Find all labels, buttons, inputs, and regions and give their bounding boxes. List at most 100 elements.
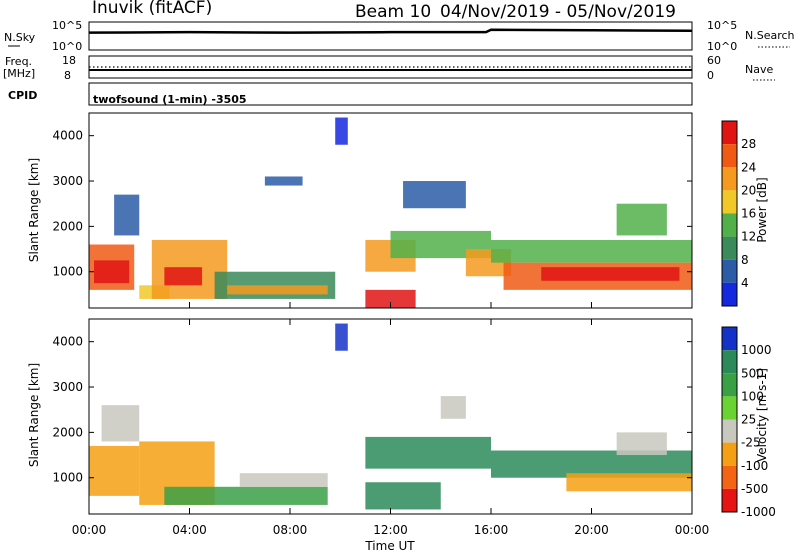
colorbar-tick-label: 24 [741,160,756,174]
scatter-region [89,445,140,496]
scatter-region [616,432,667,456]
scatter-region [239,473,328,487]
scatter-region [335,323,348,351]
scatter-region [264,176,303,186]
colorbar-frame [721,326,738,513]
scatter-region [566,473,692,492]
time-axis-label: Time UT [364,539,415,553]
nsearch-label: N.Search [745,29,795,42]
x-tick-label: 12:00 [373,523,408,537]
power-data-layer [89,117,692,308]
colorbar-tick-label: 500 [741,366,764,380]
scatter-region [164,486,328,505]
colorbar-tick-label: 1000 [741,343,772,357]
nsearch-tick-bottom: 10^0 [707,40,737,53]
cpid-panel: CPID twofsound (1-min) -3505 [8,82,693,106]
colorbar-swatch [722,488,737,512]
colorbar-swatch [722,121,737,145]
colorbar-tick-label: 4 [741,276,749,290]
scatter-region [616,203,667,236]
station-title: Inuvik (fitACF) [92,0,212,18]
power-ylabel: Slant Range [km] [27,158,41,262]
nave-tick-top: 60 [707,54,721,67]
colorbar-swatch [722,236,737,260]
colorbar-frame [721,120,738,307]
colorbar-swatch [722,350,737,374]
cpid-text: twofsound (1-min) -3505 [93,93,247,106]
velocity-colorbar: 1000 500 100 25 -25 -100 -500 -1000 [721,326,776,519]
scatter-region [101,405,140,442]
power-colorbar: 4 8 12 16 20 24 28 [721,120,756,307]
velocity-ylabel: Slant Range [km] [27,363,41,467]
scatter-region [365,289,416,308]
scatter-region [94,260,130,284]
y-tick-label: 2000 [52,425,83,439]
colorbar-swatch [722,282,737,306]
scatter-region [335,117,348,145]
nave-tick-bottom: 0 [707,69,714,82]
velocity-panel: 1000 2000 3000 4000 Slant Range [km] 1000 50… [27,318,776,519]
freq-panel: Freq. [MHz] 18 8 60 0 Nave [3,54,775,82]
velocity-y-axis: 1000 2000 3000 4000 [52,335,692,485]
colorbar-swatch [722,259,737,283]
freq-tick-top: 18 [62,54,76,67]
colorbar-swatch [722,419,737,443]
y-tick-label: 3000 [52,174,83,188]
velocity-data-layer [89,323,692,510]
colorbar-tick-label: -1000 [741,505,776,519]
beam-label: Beam 10 [355,2,431,22]
freq-unit-label: [MHz] [3,67,35,80]
colorbar-tick-label: 20 [741,183,756,197]
colorbar-swatch [722,167,737,191]
colorbar-swatch [722,327,737,351]
power-panel: 1000 2000 3000 4000 Slant Range [km] 4 8 12 16… [27,112,769,309]
x-tick-label: 04:00 [172,523,207,537]
colorbar-tick-label: 25 [741,413,756,427]
scatter-region [114,194,140,236]
colorbar-tick-label: 16 [741,207,756,221]
velocity-colorbar-label: Velocity [m s-1] [755,368,769,462]
scatter-region [491,239,692,263]
cpid-frame [88,82,693,106]
nsky-tick-top: 10^5 [52,19,82,32]
x-tick-label: 00:00 [72,523,107,537]
power-y-axis: 1000 2000 3000 4000 [52,129,692,279]
colorbar-swatch [722,213,737,237]
scatter-region [164,267,203,286]
power-colorbar-label: Power [dB] [755,177,769,242]
colorbar-tick-label: 12 [741,230,756,244]
nsky-panel: N.Sky 10^5 10^0 10^5 10^0 N.Search [4,19,795,53]
colorbar-tick-label: 100 [741,389,764,403]
colorbar-tick-label: -100 [741,459,768,473]
colorbar-swatch [722,396,737,420]
freq-tick-bottom: 8 [64,69,71,82]
x-tick-label: 08:00 [273,523,308,537]
colorbar-tick-label: -25 [741,436,761,450]
colorbar-swatch [722,442,737,466]
colorbar-tick-label: 8 [741,253,749,267]
cpid-label: CPID [8,89,37,102]
x-tick-label: 20:00 [574,523,609,537]
scatter-region [227,285,328,295]
y-tick-label: 3000 [52,380,83,394]
scatter-region [403,181,466,209]
scatter-region [365,482,441,510]
y-tick-label: 1000 [52,265,83,279]
nsky-line [88,28,693,34]
scatter-region [214,271,336,299]
time-x-axis: 00:00 04:00 08:00 12:00 16:00 20:00 00:00 [72,302,710,537]
colorbar-swatch [722,373,737,397]
colorbar-tick-label: 28 [741,137,756,151]
colorbar-swatch [722,144,737,168]
x-tick-label: 16:00 [474,523,509,537]
scatter-region [365,436,491,469]
nsky-tick-bottom: 10^0 [52,40,82,53]
scatter-region [440,396,466,419]
nsky-label: N.Sky [4,31,36,44]
y-tick-label: 2000 [52,219,83,233]
y-tick-label: 1000 [52,471,83,485]
colorbar-tick-label: -500 [741,482,768,496]
freq-label: Freq. [5,55,32,68]
x-tick-label: 00:00 [675,523,710,537]
